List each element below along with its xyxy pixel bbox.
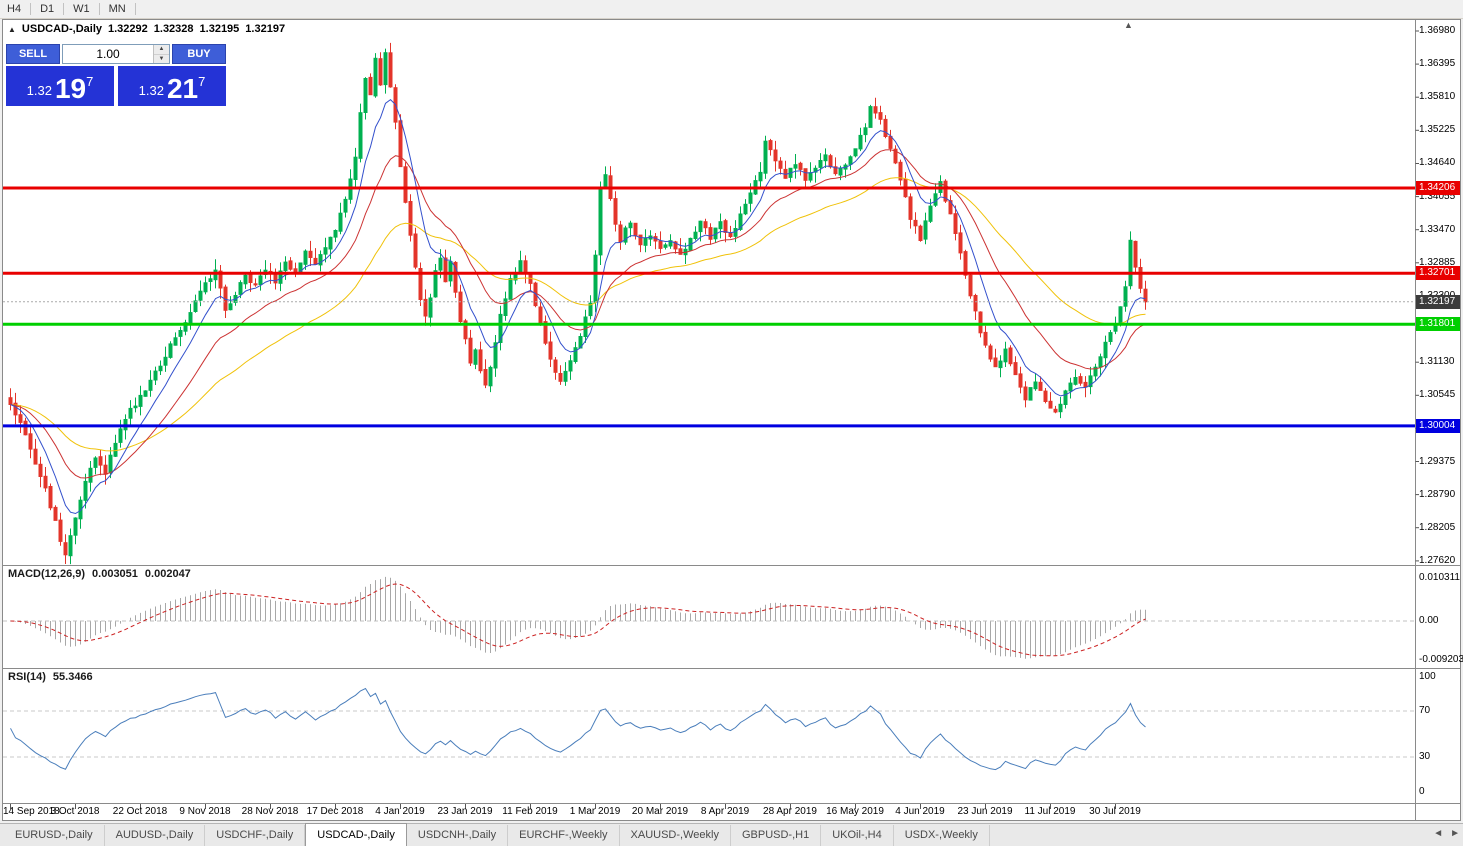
volume-input[interactable]: 1.00 ▲ ▼ bbox=[62, 44, 170, 64]
rsi-line bbox=[10, 687, 1146, 771]
ohlc-close: 1.32197 bbox=[245, 23, 286, 35]
chart-shift-marker-icon[interactable]: ▲ bbox=[1124, 20, 1133, 30]
sell-price-fraction: 7 bbox=[86, 74, 94, 89]
macd-header: MACD(12,26,9) 0.003051 0.002047 bbox=[8, 568, 191, 580]
ma-slow-line bbox=[10, 177, 1146, 452]
period-button-d1[interactable]: D1 bbox=[40, 3, 55, 15]
volume-down-icon[interactable]: ▼ bbox=[154, 54, 169, 63]
period-button-h4[interactable]: H4 bbox=[7, 3, 22, 15]
rsi-header: RSI(14) 55.3466 bbox=[8, 671, 93, 683]
rsi-value: 55.3466 bbox=[52, 671, 93, 683]
toolbar-separator bbox=[134, 3, 136, 15]
tab-eurchf-weekly[interactable]: EURCHF-,Weekly bbox=[508, 825, 620, 846]
ohlc-high: 1.32328 bbox=[153, 23, 194, 35]
sell-price-base: 1.32 bbox=[26, 83, 52, 98]
volume-stepper[interactable]: ▲ ▼ bbox=[153, 45, 169, 63]
tab-audusd-daily[interactable]: AUDUSD-,Daily bbox=[105, 825, 206, 846]
toolbar-separator bbox=[30, 3, 32, 15]
sell-button[interactable]: SELL bbox=[6, 44, 60, 64]
tab-usdx-weekly[interactable]: USDX-,Weekly bbox=[894, 825, 990, 846]
macd-signal-value: 0.002047 bbox=[144, 568, 191, 580]
tab-ukoil-h4[interactable]: UKOil-,H4 bbox=[821, 825, 894, 846]
tab-eurusd-daily[interactable]: EURUSD-,Daily bbox=[4, 825, 105, 846]
chart-tab-bar: EURUSD-,Daily AUDUSD-,Daily USDCHF-,Daily U… bbox=[0, 823, 1463, 846]
volume-up-icon[interactable]: ▲ bbox=[154, 45, 169, 55]
tab-xauusd-weekly[interactable]: XAUUSD-,Weekly bbox=[620, 825, 731, 846]
buy-price-pips: 21 bbox=[166, 73, 199, 104]
tab-gbpusd-h1[interactable]: GBPUSD-,H1 bbox=[731, 825, 822, 846]
chart-window bbox=[2, 19, 1461, 821]
ohlc-low: 1.32195 bbox=[199, 23, 240, 35]
chart-tabs: EURUSD-,Daily AUDUSD-,Daily USDCHF-,Daily U… bbox=[0, 823, 1463, 846]
symbol-name: USDCAD-,Daily bbox=[21, 23, 102, 35]
tab-usdcnh-daily[interactable]: USDCNH-,Daily bbox=[407, 825, 509, 846]
tab-scroll-buttons: ◄ ► bbox=[1433, 828, 1460, 839]
period-toolbar: H4 D1 W1 MN bbox=[0, 0, 1463, 19]
one-click-trading-panel: SELL 1.00 ▲ ▼ BUY 1.32 19 7 1.32 21 7 bbox=[6, 44, 226, 106]
tab-usdcad-daily[interactable]: USDCAD-,Daily bbox=[305, 823, 407, 846]
rsi-title: RSI(14) bbox=[8, 671, 46, 683]
tab-usdchf-daily[interactable]: USDCHF-,Daily bbox=[205, 825, 306, 846]
chart-symbol-header: ▲ USDCAD-,Daily 1.32292 1.32328 1.32195 … bbox=[8, 23, 285, 35]
buy-price-box[interactable]: 1.32 21 7 bbox=[118, 66, 226, 106]
toolbar-separator bbox=[98, 3, 100, 15]
period-button-w1[interactable]: W1 bbox=[73, 3, 90, 15]
period-button-group: H4 D1 W1 MN bbox=[0, 2, 138, 16]
period-button-mn[interactable]: MN bbox=[108, 3, 126, 15]
toolbar-separator bbox=[63, 3, 65, 15]
tab-scroll-right-icon[interactable]: ► bbox=[1450, 828, 1460, 839]
ma-medium-line bbox=[10, 149, 1146, 479]
macd-main-value: 0.003051 bbox=[92, 568, 138, 580]
macd-title: MACD(12,26,9) bbox=[8, 568, 86, 580]
buy-button[interactable]: BUY bbox=[172, 44, 226, 64]
macd-histogram bbox=[15, 576, 1146, 659]
sell-price-pips: 19 bbox=[54, 73, 87, 104]
symbol-marker-icon: ▲ bbox=[8, 24, 16, 34]
buy-price-fraction: 7 bbox=[198, 74, 206, 89]
buy-price-base: 1.32 bbox=[138, 83, 164, 98]
tab-scroll-left-icon[interactable]: ◄ bbox=[1433, 828, 1444, 839]
ohlc-open: 1.32292 bbox=[108, 23, 148, 35]
macd-signal-line bbox=[10, 583, 1146, 657]
sell-price-box[interactable]: 1.32 19 7 bbox=[6, 66, 114, 106]
volume-value[interactable]: 1.00 bbox=[96, 47, 120, 61]
